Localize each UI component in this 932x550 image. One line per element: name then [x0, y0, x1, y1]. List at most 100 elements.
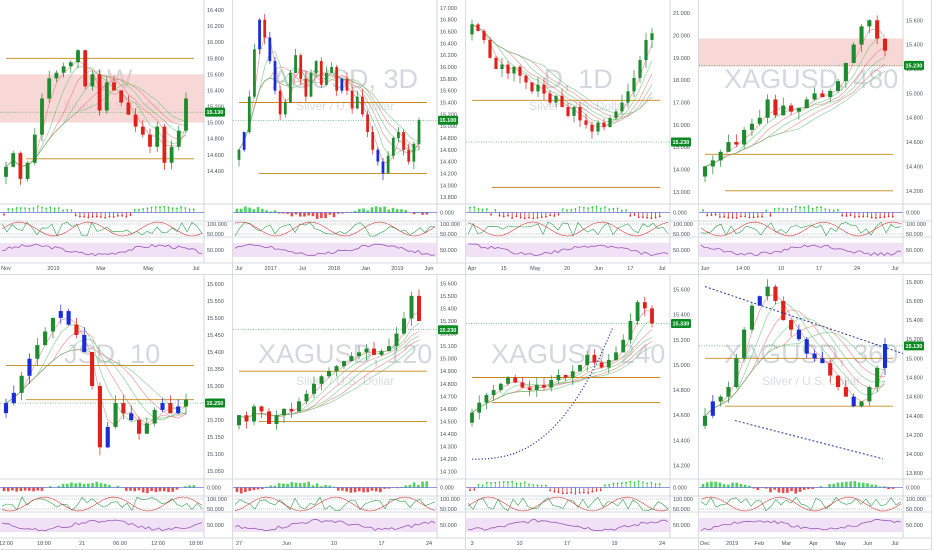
price-tick-label: 15.600 — [440, 89, 457, 95]
chart-panel-4[interactable]: XAGUSD, 480 14.200 14.400 14.600 14.800 15.00… — [699, 0, 932, 275]
histogram-bar — [235, 208, 239, 213]
candle-body — [882, 38, 888, 51]
candle-body — [140, 126, 145, 135]
time-tick-label: Apr — [468, 266, 477, 272]
histogram-bar — [303, 482, 306, 488]
stoch-d-line — [700, 221, 902, 237]
oscillator-dot — [95, 215, 98, 218]
oscillator-dot — [477, 208, 480, 210]
histogram-bar — [57, 485, 61, 488]
histogram-bar — [353, 211, 357, 213]
histogram-bar — [141, 487, 145, 493]
histogram-bar — [171, 487, 174, 492]
rsi-band — [0, 243, 204, 257]
oscillator-dot — [523, 217, 526, 220]
candle-body — [364, 348, 369, 353]
candle-body — [342, 361, 346, 367]
histogram-bar — [383, 206, 386, 213]
price-tick-label: 15.100 — [440, 344, 457, 350]
histogram-bar — [878, 486, 882, 488]
chart-panel-5[interactable]: JSD, 10 15.050 15.100 15.150 15.200 15.250 15.… — [0, 275, 233, 550]
oscillator-dot — [765, 209, 768, 212]
time-tick-label: May — [530, 266, 541, 272]
chart-svg: D, 1D Silver / U.S. Dollar 13.000 14.000 15.… — [466, 0, 698, 272]
candle-body — [304, 78, 308, 97]
price-tick-label: 14.400 — [207, 169, 224, 175]
candle-body — [297, 401, 301, 412]
histogram-bar — [269, 211, 273, 213]
oscillator-dot — [32, 207, 35, 210]
oscillator-dot — [91, 215, 94, 218]
candle-body — [726, 142, 731, 152]
histogram-bar — [78, 482, 82, 488]
candle-body — [585, 354, 590, 365]
histogram-bar — [345, 487, 348, 492]
time-tick-label: 12:00 — [151, 541, 165, 547]
histogram-bar — [150, 487, 153, 492]
candle-body — [626, 91, 630, 103]
histogram-bar — [408, 484, 412, 488]
candle-body — [592, 354, 597, 363]
histogram-bar — [819, 486, 823, 488]
candle-body — [812, 353, 817, 359]
oscillator-dot — [494, 481, 497, 484]
candle-body — [614, 111, 618, 119]
histogram-bar — [256, 487, 260, 490]
stoch-d-line — [1, 496, 203, 512]
histogram-bar — [764, 487, 768, 489]
histogram-bar — [781, 487, 785, 493]
chart-panel-3[interactable]: D, 1D Silver / U.S. Dollar 13.000 14.000 15.… — [466, 0, 699, 275]
oscillator-dot — [591, 206, 594, 208]
candle-body — [97, 74, 102, 111]
candle-body — [527, 387, 532, 391]
price-tick-label: 13.800 — [440, 195, 457, 201]
histogram-bar — [370, 487, 374, 491]
chart-panel-6[interactable]: XAGUSD, 120 Silver / U.S. Dollar 14.100 14.… — [233, 275, 466, 550]
histogram-bar — [162, 487, 166, 492]
histogram-bar — [298, 212, 302, 217]
subpane-tick-label: 50.000 — [207, 232, 224, 238]
histogram-bar — [836, 482, 840, 488]
price-tick-label: 14.300 — [440, 445, 457, 451]
histogram-bar — [370, 207, 374, 213]
subpane-tick-label: 100.000 — [440, 222, 460, 228]
price-tick-label: 15.500 — [207, 316, 224, 322]
subpane-tick-label: 50.000 — [207, 523, 224, 529]
candle-body — [518, 66, 522, 76]
price-tick-label: 14.400 — [673, 438, 690, 444]
candle-body — [397, 132, 400, 138]
candle-body — [781, 105, 786, 116]
oscillator-dot — [654, 216, 657, 219]
chart-panel-7[interactable]: XAGUSD, 240 14.200 14.400 14.600 14.800 15.00… — [466, 275, 699, 550]
last-price-label: 15.330 — [673, 321, 690, 327]
oscillator-dot — [473, 206, 476, 209]
price-tick-label: 14.000 — [440, 183, 457, 189]
histogram-bar — [811, 487, 814, 489]
price-tick-label: 18.000 — [673, 78, 690, 84]
chart-panel-1[interactable]: 1WSilver / U.S. Dollar14.40014.60014.800… — [0, 0, 233, 275]
histogram-bar — [341, 487, 344, 491]
histogram-bar — [421, 212, 424, 215]
price-tick-label: 14.600 — [906, 140, 923, 146]
oscillator-dot — [625, 209, 627, 211]
chart-panel-8[interactable]: XAGUSD, 360 Silver / U.S. Dollar 13.800 14.… — [699, 275, 932, 550]
candle-body — [702, 415, 708, 426]
histogram-bar — [40, 487, 44, 491]
candle-body — [148, 134, 152, 147]
stoch-d-line — [700, 496, 902, 512]
chart-panel-2[interactable]: AGUSD, 3D Silver / U.S. Dollar 13.800 14.00… — [233, 0, 466, 275]
last-price-tag — [205, 398, 225, 408]
oscillator-dot — [748, 216, 751, 219]
histogram-bar — [188, 485, 191, 488]
oscillator-dot — [650, 481, 653, 484]
histogram-bar — [874, 484, 878, 488]
candle-body — [381, 161, 385, 174]
candle-body — [635, 302, 640, 321]
candle-body — [506, 64, 510, 74]
candle-body — [765, 99, 770, 118]
candle-body — [129, 413, 134, 421]
price-tick-label: 16.800 — [440, 18, 457, 24]
candle-body — [379, 351, 384, 355]
histogram-bar — [832, 483, 836, 488]
